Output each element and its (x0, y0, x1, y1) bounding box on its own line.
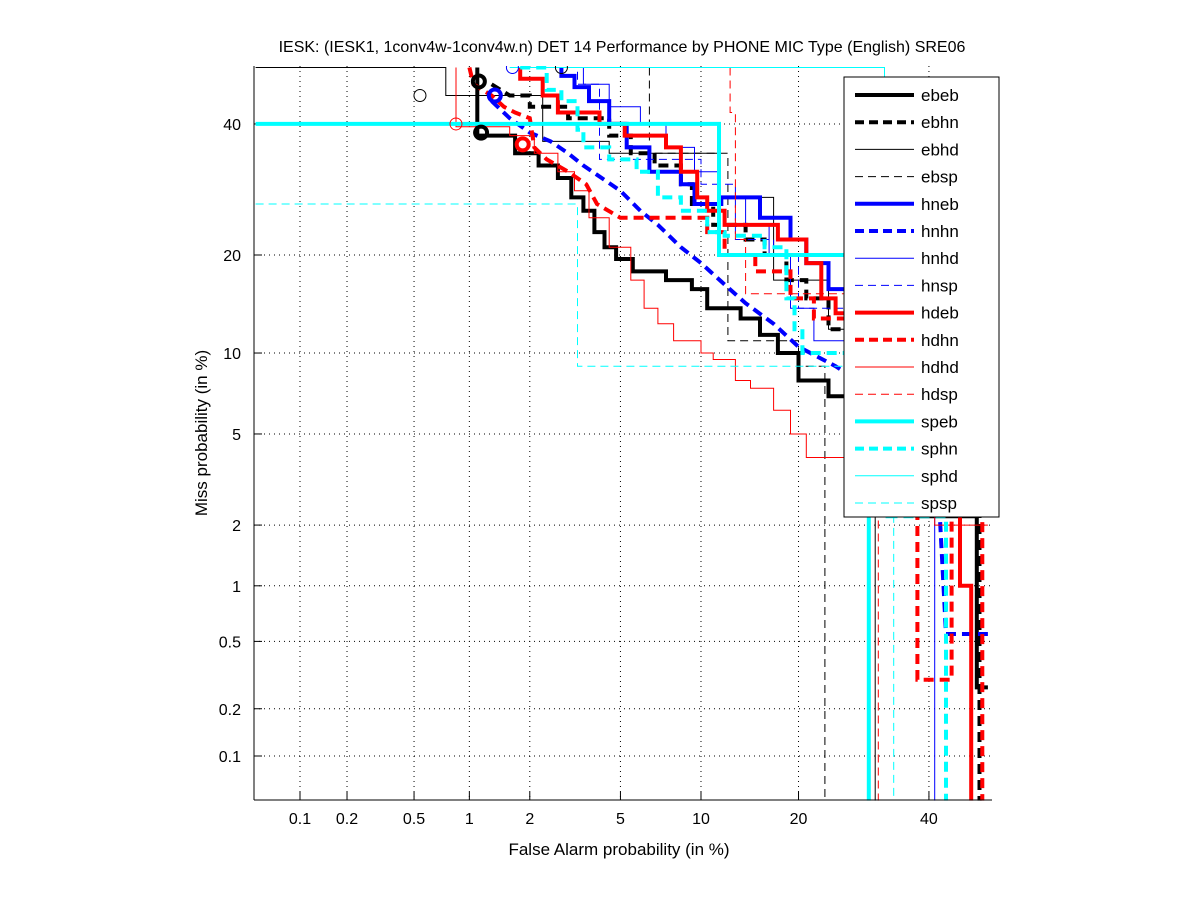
legend-item-hdsp: hdsp (855, 385, 958, 404)
legend-item-hnsp: hnsp (855, 276, 958, 295)
x-tick-label: 0.5 (403, 811, 425, 828)
legend-item-hdeb: hdeb (855, 304, 959, 323)
legend-item-ebsp: ebsp (855, 168, 958, 187)
x-tick-label: 0.2 (336, 811, 358, 828)
legend-label: ebsp (921, 168, 958, 187)
legend-label: hnsp (921, 276, 958, 295)
legend-label: spsp (921, 494, 957, 513)
legend-item-sphn: sphn (855, 440, 958, 459)
x-tick-label: 10 (692, 811, 710, 828)
series-ebsp (648, 67, 826, 801)
y-tick-label: 2 (232, 518, 241, 535)
legend-label: hdhn (921, 331, 959, 350)
x-axis-label: False Alarm probability (in %) (508, 840, 729, 859)
y-tick-label: 0.5 (219, 634, 241, 651)
legend-item-hnhn: hnhn (855, 222, 959, 241)
x-tick-label: 5 (616, 811, 625, 828)
legend-label: sphd (921, 467, 958, 486)
legend-item-ebhn: ebhn (855, 113, 959, 132)
operating-point-hnhn (486, 87, 503, 104)
x-tick-label: 40 (920, 811, 938, 828)
operating-point-ebhd (413, 88, 427, 102)
series-hdhd (455, 67, 988, 526)
series-hneb (559, 67, 888, 326)
legend-label: hnhd (921, 249, 959, 268)
legend-label: hdsp (921, 385, 958, 404)
x-tick-label: 0.1 (289, 811, 311, 828)
y-tick-label: 20 (223, 248, 241, 265)
x-tick-label: 1 (465, 811, 474, 828)
x-tick-label: 20 (790, 811, 808, 828)
y-tick-label: 40 (223, 117, 241, 134)
x-tick-labels: 0.1 0.2 0.5 1 2 5 10 20 40 (289, 811, 938, 828)
operating-point-hdhd (449, 117, 463, 131)
legend-item-hdhd: hdhd (855, 358, 959, 377)
legend-item-ebeb: ebeb (855, 86, 959, 105)
y-tick-labels: 0.1 0.2 0.5 1 2 5 10 20 40 (219, 117, 241, 766)
operating-point-markers (413, 66, 568, 153)
legend: ebeb ebhn ebhd ebsp hneb hnhn hnhd hnsp hdeb hdhn… (843, 76, 1000, 518)
y-tick-label: 5 (232, 427, 241, 444)
y-tick-label: 10 (223, 346, 241, 363)
chart-title: IESK: (IESK1, 1conv4w-1conv4w.n) DET 14 … (279, 39, 966, 56)
y-axis-label: Miss probability (in %) (192, 350, 211, 516)
operating-point-ebsp (554, 66, 568, 74)
legend-label: hnhn (921, 222, 959, 241)
operating-point-hnhd (505, 66, 519, 74)
y-tick-label: 0.1 (219, 749, 241, 766)
legend-item-spsp: spsp (855, 494, 957, 513)
legend-label: hdhd (921, 358, 959, 377)
legend-box (843, 76, 1000, 518)
legend-label: hneb (921, 195, 959, 214)
y-tick-label: 1 (232, 579, 241, 596)
legend-item-ebhd: ebhd (855, 140, 959, 159)
operating-point-hdhn (514, 136, 531, 153)
series-hdeb (518, 67, 990, 316)
legend-label: ebeb (921, 86, 959, 105)
legend-item-sphd: sphd (855, 467, 958, 486)
operating-point-ebhn (470, 73, 487, 90)
operating-point-ebeb (473, 124, 490, 141)
legend-label: hdeb (921, 304, 959, 323)
legend-label: sphn (921, 440, 958, 459)
legend-item-speb: speb (855, 412, 958, 431)
legend-label: speb (921, 412, 958, 431)
x-tick-label: 2 (525, 811, 534, 828)
legend-item-hneb: hneb (855, 195, 959, 214)
series-hdeb-tail (958, 457, 974, 801)
legend-item-hnhd: hnhd (855, 249, 959, 268)
legend-label: ebhn (921, 113, 959, 132)
y-tick-label: 0.2 (219, 702, 241, 719)
legend-label: ebhd (921, 140, 959, 159)
legend-item-hdhn: hdhn (855, 331, 959, 350)
axes (253, 66, 992, 801)
